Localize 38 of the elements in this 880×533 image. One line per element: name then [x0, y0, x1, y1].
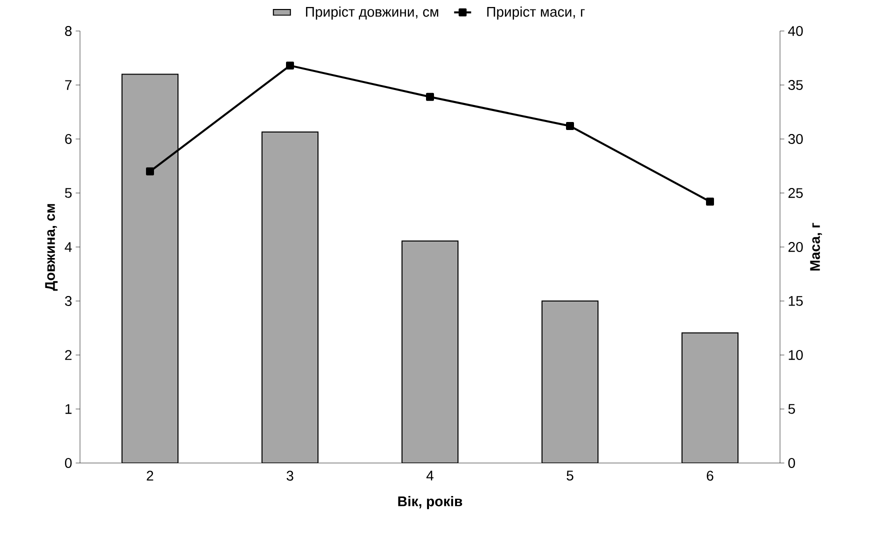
bar — [682, 332, 739, 463]
y2-tick-label: 40 — [788, 26, 803, 36]
y-tick-label: 3 — [64, 296, 72, 306]
y2-tick-label: 10 — [788, 350, 803, 360]
y2-tick-label: 15 — [788, 296, 803, 306]
legend-label: Приріст маси, г — [487, 6, 585, 20]
y-tick-label: 4 — [64, 242, 72, 252]
point — [286, 62, 294, 70]
y-tick-label: 1 — [66, 404, 72, 414]
y2-tick-label: 0 — [788, 458, 796, 468]
y-tick-label: 2 — [65, 350, 72, 360]
x-tick-label: 5 — [566, 470, 574, 481]
y2-tick-label: 35 — [788, 80, 803, 90]
x-axis-title: Вік, років — [398, 496, 462, 510]
y2-tick-label: 5 — [788, 404, 795, 414]
bar — [402, 240, 458, 463]
y2-tick-label: 30 — [788, 134, 803, 144]
point — [706, 198, 714, 206]
legend-label: Приріст довжини, см — [306, 6, 438, 20]
y-tick-label: 5 — [65, 188, 72, 198]
bar — [262, 131, 318, 463]
bar — [122, 74, 178, 463]
y2-tick-label: 20 — [788, 242, 803, 252]
y-tick-label: 6 — [65, 134, 72, 144]
x-tick-label: 2 — [146, 470, 154, 481]
y2-tick-label: 25 — [788, 188, 803, 198]
y-tick-label: 8 — [65, 26, 72, 36]
x-tick-label: 4 — [426, 470, 434, 480]
x-tick-label: 3 — [286, 470, 294, 481]
y-tick-label: 0 — [64, 458, 72, 468]
point — [426, 92, 434, 101]
point — [146, 167, 154, 176]
y2-axis-title: Маса, г — [810, 222, 822, 271]
y-axis-title: Довжина, см — [45, 204, 58, 291]
point — [566, 122, 574, 130]
y-tick-label: 7 — [65, 80, 72, 90]
bar — [542, 300, 599, 463]
x-tick-label: 6 — [706, 470, 714, 481]
